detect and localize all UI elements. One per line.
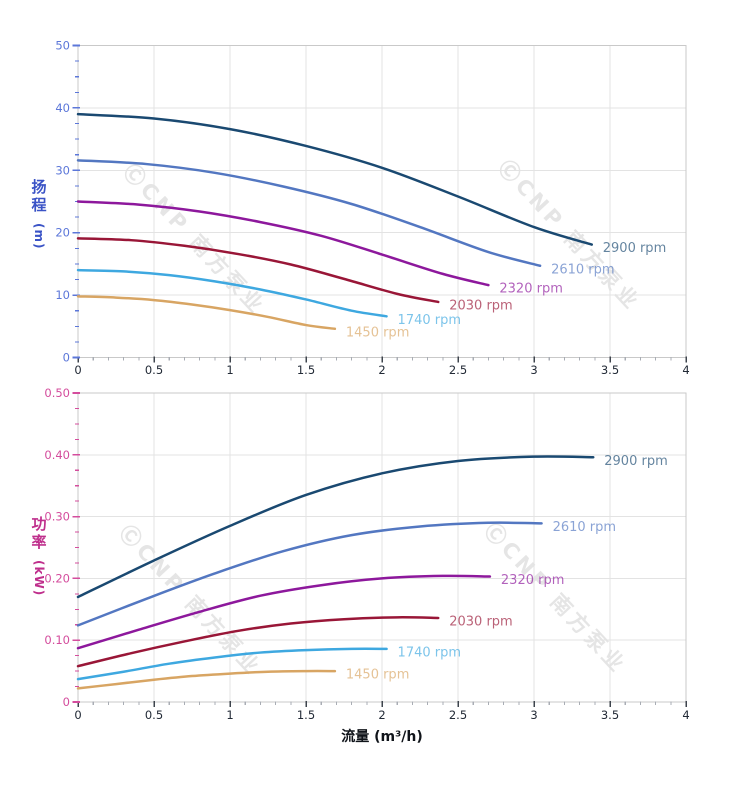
y-tick-label: 0 (63, 351, 70, 365)
x-tick-label: 2 (378, 363, 385, 377)
y-tick-label: 10 (55, 288, 70, 302)
x-tick-label: 3 (530, 363, 537, 377)
y-axis-unit-power: (kW) (32, 560, 46, 597)
y-tick-label: 20 (55, 226, 70, 240)
x-tick-label: 0 (74, 363, 81, 377)
curve-2030-rpm (76, 237, 440, 304)
curve-2900-rpm (76, 112, 594, 246)
curve-label-2030-rpm: 2030 rpm (449, 298, 512, 313)
curve-label-1450-rpm: 1450 rpm (346, 668, 409, 683)
y-tick-label: 0.50 (44, 386, 70, 400)
y-tick-label: 50 (55, 39, 70, 53)
curve-label-1450-rpm: 1450 rpm (346, 325, 409, 340)
curve-label-2900-rpm: 2900 rpm (604, 454, 667, 469)
x-tick-label: 0 (74, 708, 81, 722)
y-tick-label: 40 (55, 101, 70, 115)
x-tick-label: 3.5 (601, 708, 619, 722)
curve-2900-rpm (76, 455, 595, 599)
x-tick-label: 3 (530, 708, 537, 722)
y-tick-label: 0.10 (44, 633, 70, 647)
curve-1740-rpm (76, 647, 388, 681)
y-axis-unit-head: (m) (32, 223, 46, 250)
x-axis-title: 流量 (m³/h) (341, 729, 423, 745)
curve-1450-rpm (76, 669, 337, 690)
y-tick-label: 0.30 (44, 510, 70, 524)
x-tick-label: 4 (682, 708, 689, 722)
curve-label-2030-rpm: 2030 rpm (449, 614, 512, 629)
y-tick-label: 0 (63, 695, 70, 709)
y-tick-label: 0.40 (44, 448, 70, 462)
x-tick-label: 2 (378, 708, 385, 722)
curve-label-1740-rpm: 1740 rpm (398, 313, 461, 328)
y-axis-title-head: 扬程 (m) (27, 178, 51, 250)
curve-1740-rpm (76, 268, 388, 318)
y-axis-title-power-text: 功率 (31, 515, 47, 551)
y-axis-title-power: 功率 (kW) (27, 515, 51, 597)
x-tick-label: 2.5 (449, 363, 467, 377)
curve-label-2610-rpm: 2610 rpm (551, 262, 614, 277)
curve-2610-rpm (76, 521, 543, 627)
y-axis-title-head-text: 扬程 (31, 178, 47, 214)
curve-label-2320-rpm: 2320 rpm (501, 573, 564, 588)
curve-2610-rpm (76, 159, 542, 268)
curve-label-2320-rpm: 2320 rpm (499, 282, 562, 297)
curve-1450-rpm (76, 295, 337, 331)
y-tick-label: 0.20 (44, 571, 70, 585)
x-tick-label: 0.5 (145, 363, 163, 377)
x-tick-label: 1 (226, 363, 233, 377)
curve-label-1740-rpm: 1740 rpm (398, 645, 461, 660)
x-tick-label: 0.5 (145, 708, 163, 722)
x-tick-label: 4 (682, 363, 689, 377)
curve-2320-rpm (76, 200, 490, 287)
curve-2030-rpm (76, 616, 440, 668)
curve-2320-rpm (76, 574, 492, 650)
x-tick-label: 1.5 (297, 708, 315, 722)
curve-label-2900-rpm: 2900 rpm (603, 241, 666, 256)
curve-label-2610-rpm: 2610 rpm (553, 520, 616, 535)
x-tick-label: 1 (226, 708, 233, 722)
x-tick-label: 1.5 (297, 363, 315, 377)
y-tick-label: 30 (55, 163, 70, 177)
x-tick-label: 2.5 (449, 708, 467, 722)
x-tick-label: 3.5 (601, 363, 619, 377)
